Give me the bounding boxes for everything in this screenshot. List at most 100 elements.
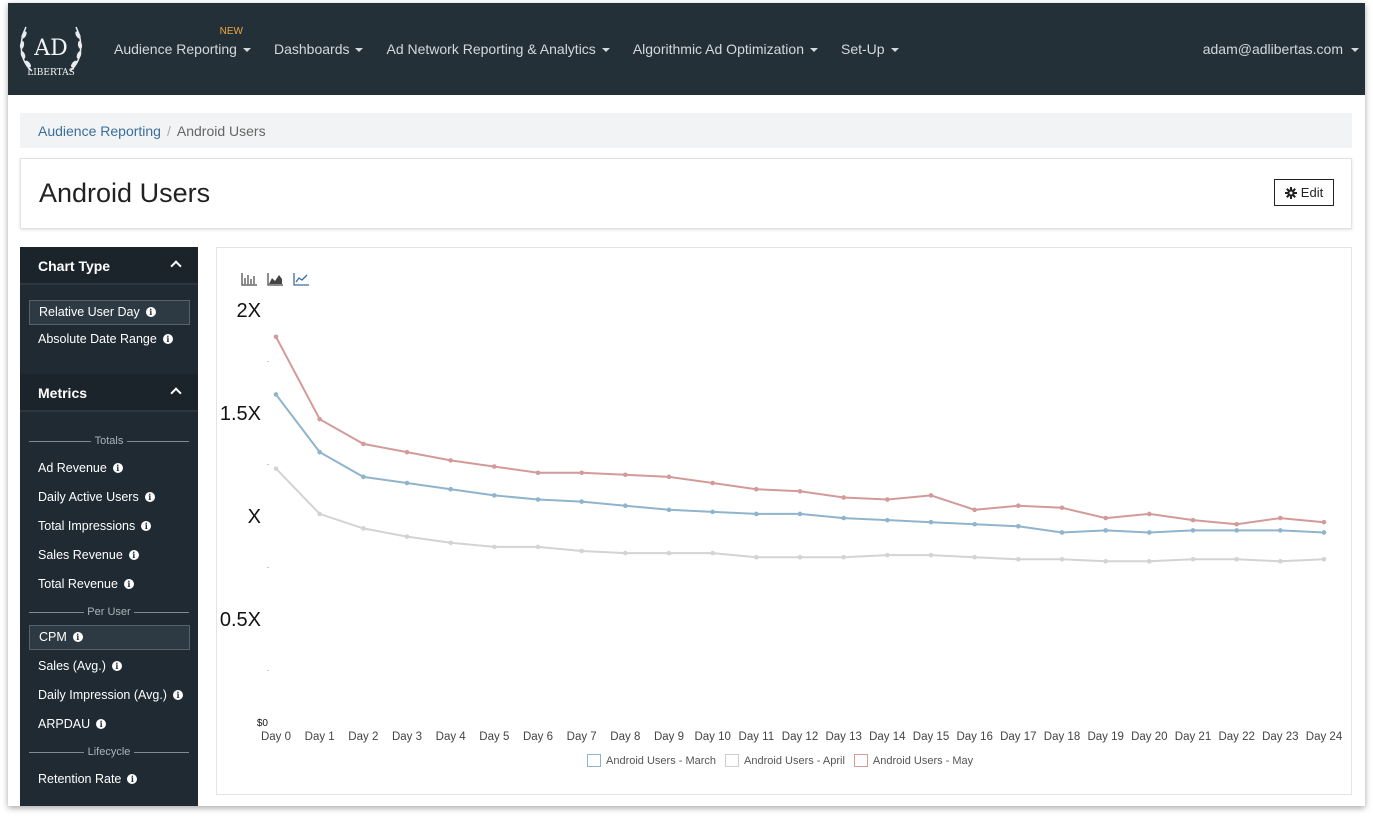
data-point[interactable] [404, 480, 410, 486]
legend-item-april[interactable]: Android Users - April [725, 754, 845, 767]
metric-sales-avg[interactable]: Sales (Avg.) i [20, 652, 198, 681]
data-point[interactable] [1321, 556, 1327, 562]
info-icon[interactable]: i [96, 719, 107, 729]
user-menu[interactable]: adam@adlibertas.com [1203, 41, 1359, 57]
info-icon[interactable]: i [141, 521, 152, 531]
chart-type-header[interactable]: Chart Type [20, 247, 198, 285]
data-point[interactable] [1059, 530, 1065, 535]
data-point[interactable] [928, 552, 934, 558]
data-point[interactable] [535, 470, 541, 476]
data-point[interactable] [361, 474, 366, 480]
info-icon[interactable]: i [128, 550, 139, 560]
data-point[interactable] [1321, 530, 1327, 535]
nav-set-up[interactable]: Set-Up [841, 41, 899, 57]
data-point[interactable] [885, 497, 890, 502]
data-point[interactable] [797, 511, 803, 517]
nav-dashboards[interactable]: Dashboards [274, 41, 364, 57]
data-point[interactable] [1103, 515, 1108, 521]
metrics-header[interactable]: Metrics [20, 374, 198, 412]
data-point[interactable] [1234, 528, 1239, 533]
data-point[interactable] [492, 464, 497, 469]
area-chart-icon[interactable] [267, 272, 284, 286]
data-point[interactable] [710, 550, 715, 556]
data-point[interactable] [1234, 521, 1239, 527]
ad-libertas-logo[interactable]: AD LIBERTAS [14, 13, 88, 85]
data-point[interactable] [448, 458, 453, 463]
data-point[interactable] [666, 474, 672, 480]
data-point[interactable] [273, 334, 279, 340]
data-point[interactable] [404, 449, 410, 455]
chart-type-absolute-date-range[interactable]: Absolute Date Range i [20, 325, 198, 354]
data-point[interactable] [623, 550, 628, 556]
legend-item-march[interactable]: Android Users - March [587, 754, 716, 767]
data-point[interactable] [1147, 530, 1152, 535]
data-point[interactable] [623, 503, 628, 508]
info-icon[interactable]: i [162, 334, 173, 344]
info-icon[interactable]: i [72, 632, 83, 642]
data-point[interactable] [1103, 559, 1108, 564]
data-point[interactable] [1147, 511, 1152, 517]
data-point[interactable] [885, 517, 890, 523]
data-point[interactable] [404, 534, 410, 539]
info-icon[interactable]: i [112, 463, 123, 473]
metric-cpm[interactable]: CPM i [29, 625, 190, 650]
data-point[interactable] [1016, 503, 1021, 508]
data-point[interactable] [1321, 519, 1327, 525]
data-point[interactable] [666, 507, 672, 513]
metric-sales-revenue[interactable]: Sales Revenue i [20, 541, 198, 570]
nav-audience-reporting[interactable]: NEW Audience Reporting [114, 26, 251, 57]
metric-ad-revenue[interactable]: Ad Revenue i [20, 454, 198, 483]
data-point[interactable] [1190, 528, 1196, 533]
nav-ad-network-reporting[interactable]: Ad Network Reporting & Analytics [386, 41, 610, 57]
data-point[interactable] [797, 488, 803, 494]
data-point[interactable] [972, 507, 977, 513]
metric-daily-active-users[interactable]: Daily Active Users i [20, 483, 198, 512]
info-icon[interactable]: i [127, 774, 138, 784]
info-icon[interactable]: i [123, 579, 134, 589]
data-point[interactable] [885, 552, 890, 558]
data-point[interactable] [1278, 528, 1283, 533]
data-point[interactable] [492, 544, 497, 550]
data-point[interactable] [361, 526, 366, 531]
data-point[interactable] [448, 540, 453, 546]
metric-retention-rate[interactable]: Retention Rate i [20, 765, 198, 794]
line-chart-icon[interactable] [293, 272, 310, 286]
data-point[interactable] [1059, 556, 1065, 562]
metric-total-impressions[interactable]: Total Impressions i [20, 512, 198, 541]
data-point[interactable] [535, 497, 541, 502]
data-point[interactable] [710, 509, 715, 515]
data-point[interactable] [1147, 559, 1152, 564]
data-point[interactable] [841, 495, 846, 500]
data-point[interactable] [317, 511, 322, 517]
info-icon[interactable]: i [172, 690, 183, 700]
data-point[interactable] [797, 554, 803, 560]
edit-button[interactable]: Edit [1274, 179, 1334, 206]
data-point[interactable] [972, 521, 977, 527]
data-point[interactable] [666, 550, 672, 556]
data-point[interactable] [841, 554, 846, 560]
bar-chart-icon[interactable] [241, 272, 258, 286]
data-point[interactable] [1016, 556, 1021, 562]
data-point[interactable] [1190, 556, 1196, 562]
data-point[interactable] [754, 554, 759, 560]
data-point[interactable] [273, 392, 279, 397]
data-point[interactable] [579, 548, 584, 554]
legend-item-may[interactable]: Android Users - May [853, 754, 973, 767]
data-point[interactable] [1234, 556, 1239, 562]
data-point[interactable] [754, 486, 759, 492]
info-icon[interactable]: i [144, 492, 155, 502]
data-point[interactable] [1059, 505, 1065, 511]
data-point[interactable] [273, 466, 279, 471]
data-point[interactable] [928, 519, 934, 525]
data-point[interactable] [1278, 515, 1283, 521]
data-point[interactable] [623, 472, 628, 478]
data-point[interactable] [928, 493, 934, 498]
metric-total-revenue[interactable]: Total Revenue i [20, 570, 198, 599]
info-icon[interactable]: i [111, 661, 122, 671]
data-point[interactable] [1103, 528, 1108, 533]
data-point[interactable] [579, 499, 584, 504]
data-point[interactable] [317, 416, 322, 422]
chart-type-relative-user-day[interactable]: Relative User Day i [29, 300, 190, 325]
data-point[interactable] [579, 470, 584, 476]
data-point[interactable] [841, 515, 846, 521]
